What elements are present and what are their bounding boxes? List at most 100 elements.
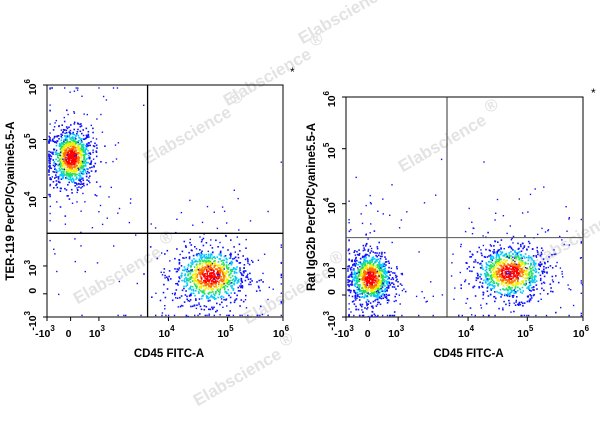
- event-dot: [48, 165, 50, 168]
- event-dot: [356, 297, 358, 300]
- event-dot: [520, 250, 523, 252]
- event-dot: [60, 146, 63, 149]
- event-dot: [488, 261, 491, 263]
- event-dot: [208, 308, 210, 311]
- watermark-mark: ®: [481, 94, 502, 117]
- event-dot: [63, 154, 65, 157]
- event-dot: [65, 141, 68, 144]
- event-dot: [168, 275, 170, 278]
- event-dot: [502, 281, 505, 283]
- event-dot: [59, 163, 62, 165]
- event-dot: [502, 275, 504, 278]
- event-dot: [570, 289, 572, 291]
- event-dot: [542, 281, 545, 284]
- event-dot: [65, 126, 68, 128]
- event-dot: [529, 193, 532, 196]
- event-dot: [511, 261, 514, 263]
- event-dot: [503, 259, 505, 261]
- event-dot: [226, 278, 229, 280]
- event-dot: [519, 275, 521, 278]
- event-dot: [211, 276, 214, 278]
- event-dot: [231, 287, 233, 289]
- event-dot: [379, 255, 382, 258]
- event-dot: [486, 283, 489, 286]
- event-dot: [562, 276, 564, 278]
- event-dot: [189, 299, 192, 301]
- event-dot: [513, 290, 516, 293]
- event-dot: [381, 270, 384, 272]
- event-dot: [92, 145, 95, 147]
- event-dot: [77, 152, 80, 154]
- event-dot: [544, 231, 547, 233]
- event-dot: [391, 184, 393, 186]
- event-dot: [470, 256, 473, 258]
- event-dot: [362, 287, 364, 290]
- event-dot: [221, 271, 224, 273]
- event-dot: [56, 201, 58, 203]
- event-dot: [480, 267, 483, 269]
- event-dot: [235, 298, 238, 300]
- event-dot: [236, 282, 238, 284]
- event-dot: [366, 295, 368, 297]
- event-dot: [381, 275, 383, 278]
- event-dot: [80, 176, 83, 179]
- event-dot: [221, 263, 223, 265]
- event-dot: [195, 259, 197, 262]
- event-dot: [71, 154, 73, 157]
- event-dot: [369, 269, 371, 271]
- event-dot: [64, 154, 66, 157]
- event-dot: [219, 264, 221, 267]
- event-dot: [196, 268, 198, 271]
- event-dot: [515, 267, 517, 270]
- event-dot: [235, 279, 237, 281]
- event-dot: [85, 172, 88, 175]
- event-dot: [71, 173, 73, 176]
- event-dot: [227, 263, 230, 266]
- event-dot: [520, 282, 523, 285]
- event-dot: [205, 263, 208, 265]
- event-dot: [489, 287, 492, 290]
- event-dot: [64, 135, 66, 137]
- event-dot: [354, 259, 356, 261]
- event-dot: [63, 164, 66, 167]
- event-dot: [80, 155, 83, 157]
- event-dot: [225, 291, 228, 293]
- event-dot: [523, 283, 525, 285]
- event-dot: [92, 158, 95, 160]
- event-dot: [211, 272, 214, 274]
- event-dot: [174, 257, 176, 260]
- event-dot: [215, 292, 217, 295]
- event-dot: [210, 280, 213, 283]
- event-dot: [200, 285, 203, 288]
- event-dot: [501, 280, 504, 282]
- event-dot: [480, 249, 482, 251]
- event-dot: [89, 167, 91, 169]
- event-dot: [489, 293, 492, 296]
- event-dot: [482, 291, 484, 294]
- event-dot: [149, 246, 152, 248]
- event-dot: [72, 170, 75, 173]
- event-dot: [66, 157, 69, 159]
- watermark-text: Elabscience: [295, 0, 390, 48]
- event-dot: [68, 131, 70, 133]
- event-dot: [89, 152, 91, 154]
- event-dot: [519, 271, 521, 273]
- event-dot: [506, 288, 509, 291]
- event-dot: [58, 145, 61, 147]
- event-dot: [372, 262, 375, 265]
- event-dot: [560, 306, 562, 309]
- event-dot: [380, 295, 383, 298]
- event-dot: [60, 129, 62, 131]
- event-dot: [528, 285, 531, 287]
- event-dot: [372, 274, 374, 276]
- event-dot: [537, 233, 539, 236]
- event-dot: [479, 281, 481, 284]
- event-dot: [178, 263, 181, 265]
- event-dot: [259, 289, 261, 292]
- event-dot: [213, 314, 215, 317]
- event-dot: [376, 246, 379, 248]
- event-dot: [401, 314, 403, 317]
- event-dot: [71, 168, 73, 170]
- event-dot: [201, 282, 203, 284]
- event-dot: [512, 266, 515, 269]
